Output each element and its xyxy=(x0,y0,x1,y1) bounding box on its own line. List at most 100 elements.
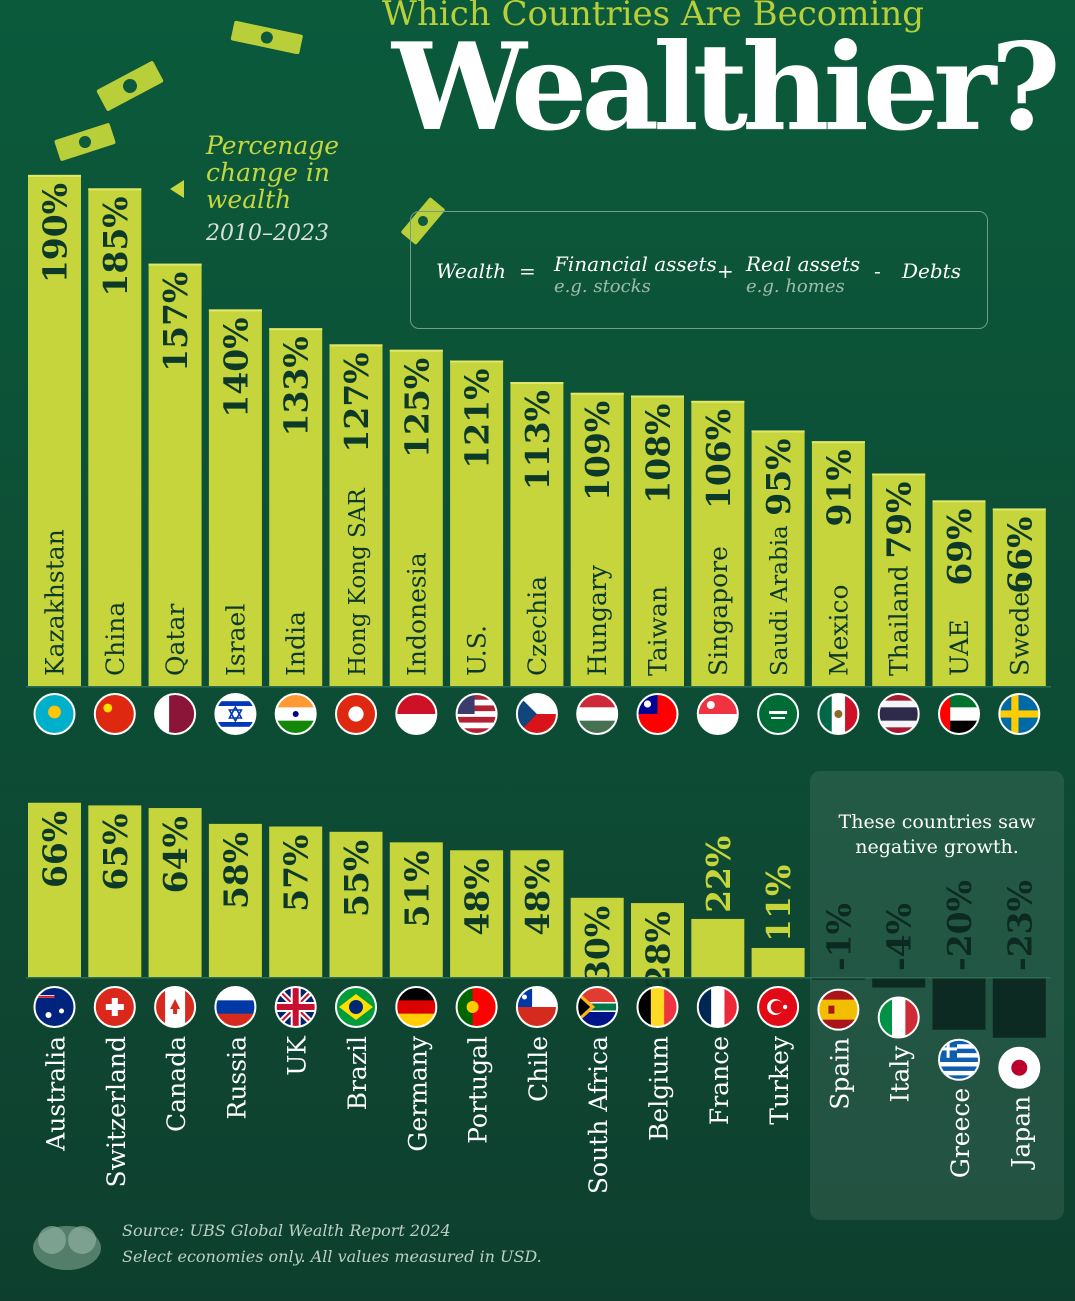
flag-ring xyxy=(93,693,136,735)
bar-u-s xyxy=(450,360,504,686)
flag-ring xyxy=(938,693,980,735)
value-label: 185% xyxy=(96,196,135,296)
formula-debts: Debts xyxy=(902,259,961,283)
bar-qatar xyxy=(148,263,202,686)
bar-top-highlight xyxy=(389,349,443,352)
bar-canada xyxy=(148,808,202,977)
value-label: 95% xyxy=(759,438,798,515)
bar-indonesia xyxy=(389,349,443,686)
bar-australia xyxy=(28,802,81,977)
bar-top-highlight xyxy=(872,473,926,476)
flag-ring xyxy=(817,988,860,1031)
bar-singapore xyxy=(691,400,745,686)
turkey-flag xyxy=(758,987,799,1027)
bar-belgium xyxy=(631,903,684,977)
category-label: Taiwan xyxy=(644,586,673,676)
bar-hungary xyxy=(570,392,624,686)
source-line: Source: UBS Global Wealth Report 2024 xyxy=(122,1221,451,1240)
bar-south-africa xyxy=(570,897,624,977)
value-label: 125% xyxy=(397,358,436,458)
category-label: Russia xyxy=(222,1036,251,1120)
value-label: 157% xyxy=(156,272,195,372)
category-label: Italy xyxy=(886,1045,915,1103)
uk-flag xyxy=(275,987,316,1027)
bar-switzerland xyxy=(88,805,142,977)
category-label: Australia xyxy=(42,1036,71,1152)
category-label: Hungary xyxy=(583,564,612,676)
bar-saudi-arabia xyxy=(751,430,805,686)
bar-thailand xyxy=(872,473,926,686)
value-label: 79% xyxy=(880,481,919,558)
category-label: Turkey xyxy=(765,1035,794,1125)
bar-top-highlight xyxy=(450,360,504,363)
value-label: 48% xyxy=(518,858,557,935)
czechia-flag xyxy=(516,694,557,734)
category-label: Czechia xyxy=(523,576,552,676)
flag-ring xyxy=(395,693,438,735)
chart-title: Wealthier? xyxy=(392,17,1061,158)
category-label: U.S. xyxy=(463,625,492,676)
bar-china xyxy=(88,188,142,686)
value-label: 30% xyxy=(578,906,617,983)
value-label: 28% xyxy=(639,911,678,988)
category-label: Japan xyxy=(1006,1096,1035,1171)
value-label: 57% xyxy=(277,835,316,912)
value-label: 58% xyxy=(216,832,255,909)
bar-top-highlight xyxy=(208,309,262,312)
category-label: Qatar xyxy=(161,604,190,676)
flag-ring xyxy=(636,693,679,735)
bar-taiwan xyxy=(631,395,684,686)
bar-portugal xyxy=(450,850,504,977)
formula-wealth: Wealth xyxy=(436,259,506,283)
flag-ring xyxy=(154,693,197,735)
bar-israel xyxy=(208,309,262,686)
flag-ring xyxy=(817,693,860,735)
formula-real: Real assets xyxy=(746,252,861,276)
greece-flag xyxy=(939,1039,979,1080)
value-label: 64% xyxy=(156,816,195,893)
value-label: 127% xyxy=(337,352,376,452)
chart-kicker: Which Countries Are Becoming xyxy=(382,0,925,34)
category-label: Kazakhstan xyxy=(41,529,70,676)
category-label: Germany xyxy=(403,1035,432,1151)
money-bill-icon xyxy=(230,20,303,54)
category-label: China xyxy=(101,602,130,676)
value-label: 48% xyxy=(458,858,497,935)
value-label: 133% xyxy=(277,336,316,436)
formula-financial-example: e.g. stocks xyxy=(554,276,651,297)
source-note: Source: UBS Global Wealth Report 2024 Se… xyxy=(122,1218,542,1270)
flag-ring xyxy=(696,693,739,735)
south-africa-flag xyxy=(577,987,618,1027)
australia-flag xyxy=(34,987,75,1027)
formula-real-example: e.g. homes xyxy=(746,276,845,297)
flag-ring xyxy=(274,986,317,1028)
value-label: 108% xyxy=(639,403,678,503)
bar-top-highlight xyxy=(691,400,745,403)
value-label: 190% xyxy=(36,183,75,283)
value-label: 66% xyxy=(36,811,75,888)
israel-flag xyxy=(215,694,256,734)
flag-ring xyxy=(757,986,800,1028)
thailand-flag xyxy=(878,694,919,734)
negative-growth-title: These countries saw negative growth. xyxy=(838,811,1036,858)
portugal-flag xyxy=(456,987,497,1027)
singapore-flag xyxy=(697,694,738,734)
bar-germany xyxy=(389,842,443,977)
flag-ring xyxy=(33,693,76,735)
scope-line: Select economies only. All values measur… xyxy=(122,1247,542,1266)
flag-ring xyxy=(877,693,920,735)
hong-kong-flag xyxy=(336,694,376,734)
bar-greece xyxy=(932,977,986,1030)
flag-ring xyxy=(515,693,558,735)
bar-hong-kong-sar xyxy=(329,344,383,686)
bar-chile xyxy=(510,850,564,977)
value-label: 66% xyxy=(1000,516,1039,593)
flag-ring xyxy=(335,986,377,1028)
sweden-flag xyxy=(999,694,1040,734)
value-label: 121% xyxy=(458,369,497,469)
switzerland-flag xyxy=(94,987,135,1027)
flag-ring xyxy=(576,693,619,735)
value-label: 22% xyxy=(699,836,738,913)
category-label: Sweden xyxy=(1005,576,1034,676)
